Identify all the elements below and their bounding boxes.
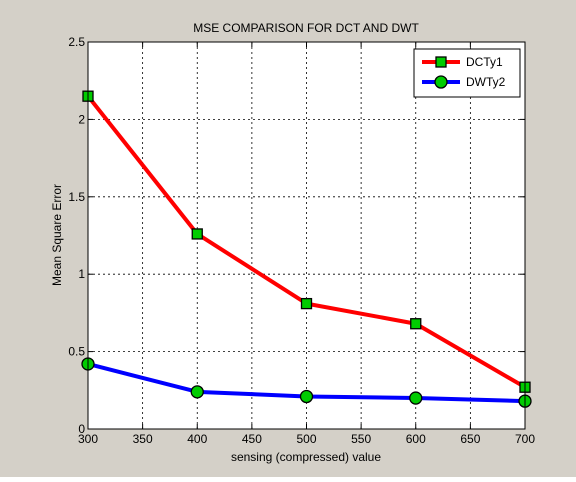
y-tick-label: 0.5 xyxy=(68,345,85,359)
x-tick-label: 650 xyxy=(460,432,480,446)
x-tick-label: 700 xyxy=(515,432,535,446)
chart-title: MSE COMPARISON FOR DCT AND DWT xyxy=(193,21,419,35)
y-tick-label: 1 xyxy=(78,267,85,281)
series-dcty1-square-marker xyxy=(191,228,203,240)
x-tick-label: 300 xyxy=(78,432,98,446)
series-dwty2-circle-marker xyxy=(409,391,423,405)
x-tick-label: 550 xyxy=(351,432,371,446)
series-dcty1-square-marker xyxy=(300,297,313,310)
axis-ticks: 300 350 400 450 500 550 600 650 700 0 0.5 1 1.5 2 2.5 xyxy=(68,35,535,446)
x-tick-label: 400 xyxy=(187,432,207,446)
y-tick-label: 1.5 xyxy=(68,190,85,204)
series-dwty2-circle-marker xyxy=(190,385,204,399)
series-dcty1-legend-label: DCTy1 xyxy=(466,55,503,69)
plot-area xyxy=(88,42,525,429)
x-axis-label: sensing (compressed) value xyxy=(231,450,381,464)
x-tick-label: 350 xyxy=(133,432,153,446)
legend: DCTy1 DWTy2 xyxy=(413,48,521,98)
series-dcty1-square-marker xyxy=(410,318,422,330)
series-dcty1-legend-square-marker xyxy=(435,56,447,68)
x-tick-label: 500 xyxy=(296,432,316,446)
y-tick-label: 2.5 xyxy=(68,35,85,49)
series-dwty2-legend-circle-marker xyxy=(434,75,448,89)
series-dwty2-circle-marker xyxy=(299,389,314,404)
y-axis-label: Mean Square Error xyxy=(50,184,64,286)
y-tick-label: 0 xyxy=(78,422,85,436)
legend-box xyxy=(413,48,521,98)
series-dwty2-legend-label: DWTy2 xyxy=(466,75,506,89)
x-tick-label: 450 xyxy=(242,432,262,446)
y-tick-label: 2 xyxy=(78,112,85,126)
x-tick-label: 600 xyxy=(406,432,426,446)
